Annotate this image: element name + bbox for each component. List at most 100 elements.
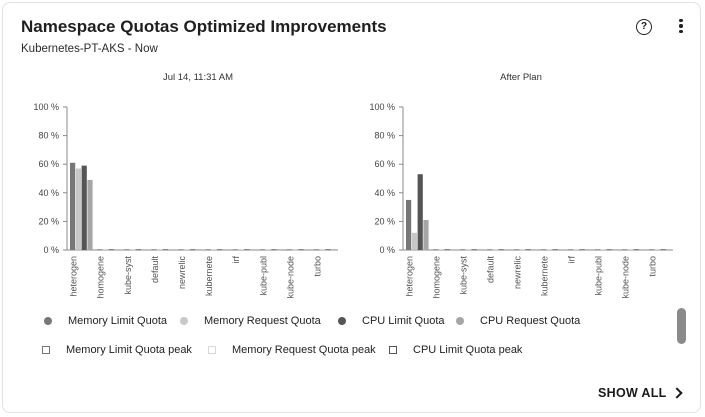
y-tick-label: 20 % — [38, 216, 59, 226]
bar — [217, 249, 223, 251]
y-tick-label: 60 % — [374, 159, 395, 169]
bar — [168, 249, 174, 251]
bar — [450, 249, 456, 251]
y-tick-label: 40 % — [38, 188, 59, 198]
bar — [151, 249, 157, 251]
legend-square-icon — [42, 346, 50, 354]
legend-label: Memory Request Quota peak — [232, 344, 376, 356]
x-tick-label: turbo — [312, 256, 322, 277]
y-tick-label: 100 % — [33, 102, 59, 112]
bar — [190, 249, 196, 251]
legend-scrollbar[interactable] — [677, 308, 686, 344]
bar — [325, 249, 331, 251]
bar — [654, 249, 660, 251]
bar — [298, 249, 304, 251]
y-tick-label: 100 % — [369, 102, 395, 112]
bar — [157, 249, 163, 251]
bar — [250, 249, 256, 251]
bar — [162, 249, 169, 251]
bar — [444, 249, 450, 251]
bar — [87, 179, 93, 250]
namespace-quotas-card: Namespace Quotas Optimized Improvements … — [2, 2, 701, 413]
bar — [141, 249, 147, 251]
bar — [600, 249, 606, 251]
bar — [498, 249, 504, 251]
bar — [504, 249, 510, 251]
bar — [660, 249, 666, 251]
x-tick-label: homogene — [96, 256, 106, 299]
bar — [622, 249, 628, 251]
bar — [411, 232, 417, 250]
bar — [579, 249, 585, 251]
legend-square-icon — [208, 346, 216, 354]
bar — [423, 219, 429, 250]
bar — [471, 249, 477, 251]
bar — [75, 168, 81, 250]
chart-after-plan: After Plan 100 % 80 % 60 % 40 % 20 % 0 % hetero… — [369, 72, 673, 299]
legend-label: Memory Limit Quota peak — [66, 344, 192, 356]
charts-area: Jul 14, 11:31 AM 100 % 80 % 60 % 40 % 20 % 0 %… — [33, 72, 673, 299]
chart-title: After Plan — [500, 72, 542, 83]
bar — [585, 249, 591, 251]
bar — [606, 249, 612, 251]
bar — [477, 249, 483, 251]
legend-dot-icon — [456, 317, 464, 325]
y-tick-label: 80 % — [374, 131, 395, 141]
more-vertical-icon[interactable] — [676, 19, 686, 35]
help-circle-icon[interactable]: ? — [636, 19, 652, 35]
bar — [649, 249, 655, 251]
show-all-button[interactable]: SHOW ALL — [598, 386, 667, 400]
bar — [465, 249, 471, 251]
x-tick-label: heterogen — [405, 256, 415, 297]
bar — [259, 249, 265, 251]
x-tick-label: newrelic — [513, 256, 523, 290]
legend-square-icon — [389, 346, 397, 354]
bar — [573, 249, 579, 251]
x-tick-label: kube-node — [621, 256, 631, 299]
bar — [81, 165, 87, 250]
bar — [531, 249, 537, 251]
bar — [487, 249, 493, 251]
x-tick-label: kubernete — [540, 256, 550, 296]
bar — [406, 199, 412, 250]
bar — [304, 249, 310, 251]
bar — [514, 249, 520, 251]
bar — [97, 249, 103, 251]
bar — [417, 174, 423, 250]
legend-label: Memory Limit Quota — [68, 315, 168, 327]
y-tick-label: 40 % — [374, 188, 395, 198]
legend-label: CPU Limit Quota peak — [413, 344, 523, 356]
bar — [277, 249, 283, 251]
chart-before: Jul 14, 11:31 AM 100 % 80 % 60 % 40 % 20 % 0 %… — [33, 72, 338, 299]
bar — [238, 249, 244, 251]
x-tick-label: kube-syst — [123, 256, 133, 295]
bar — [211, 249, 217, 251]
legend-label: CPU Limit Quota — [362, 315, 445, 327]
bar — [552, 249, 558, 251]
y-tick-label: 0 % — [43, 245, 59, 255]
x-tick-label: kube-publ — [594, 256, 604, 296]
bar — [639, 249, 645, 251]
y-tick-label: 60 % — [38, 159, 59, 169]
bar — [519, 249, 525, 251]
bar — [492, 249, 498, 251]
y-tick-label: 20 % — [374, 216, 395, 226]
x-tick-label: irf — [567, 256, 577, 264]
y-tick-label: 0 % — [379, 245, 395, 255]
bar — [292, 249, 298, 251]
bar — [70, 162, 76, 250]
legend-dot-icon — [338, 317, 346, 325]
bar — [108, 249, 114, 251]
x-tick-label: heterogen — [69, 256, 79, 297]
bar — [271, 249, 277, 251]
x-tick-label: turbo — [648, 256, 658, 277]
bar — [222, 249, 229, 251]
bar — [627, 249, 633, 251]
bar — [568, 249, 574, 251]
bar — [178, 249, 184, 251]
card-title: Namespace Quotas Optimized Improvements — [21, 17, 387, 36]
bar — [195, 249, 201, 251]
bar — [633, 249, 639, 251]
x-tick-label: kube-publ — [258, 256, 268, 296]
bar — [433, 249, 439, 251]
